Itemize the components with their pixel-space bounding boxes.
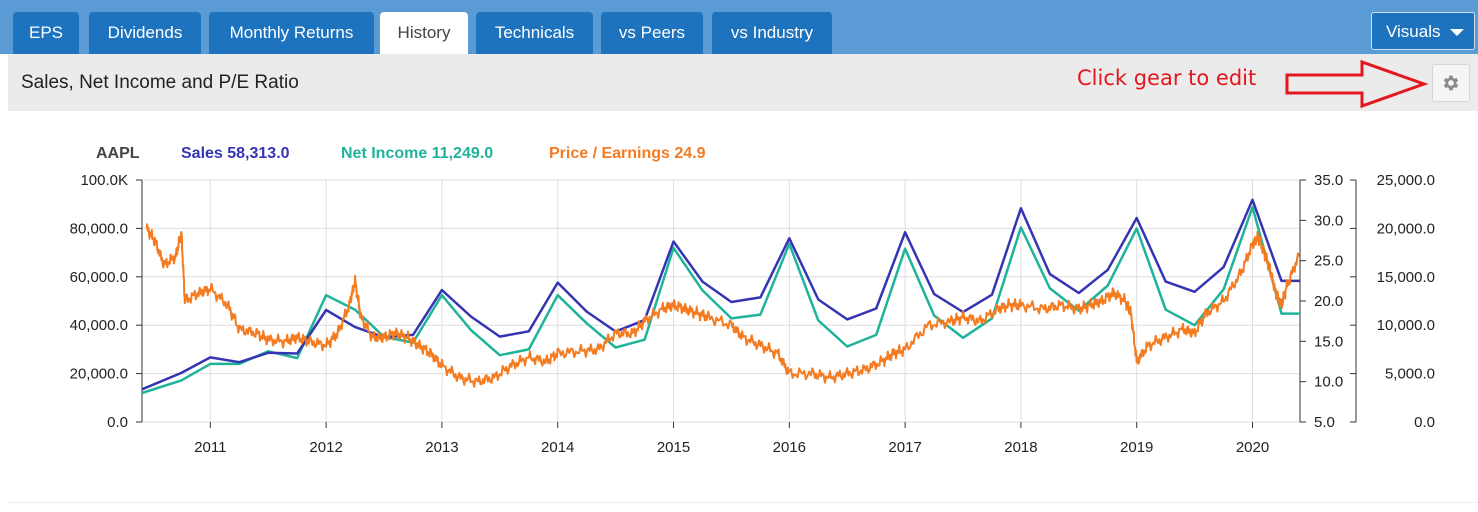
pe-tick-label: 10.0 (1314, 374, 1343, 391)
x-tick-label: 2013 (425, 439, 458, 456)
right-tick-label: 25,000.0 (1377, 172, 1435, 189)
legend-item: Net Income 11,249.0 (341, 145, 493, 162)
edit-hint: Click gear to edit (1077, 66, 1257, 90)
net-income-series-line (141, 205, 1300, 395)
gear-icon (1443, 75, 1459, 91)
tab-dividends[interactable]: Dividends (89, 12, 201, 54)
page-title: Sales, Net Income and P/E Ratio (21, 72, 299, 93)
x-tick-label: 2011 (194, 439, 226, 456)
pe-tick-label: 20.0 (1314, 293, 1343, 310)
x-tick-label: 2018 (1004, 439, 1037, 456)
tab-history[interactable]: History (380, 12, 468, 54)
legend-item: Price / Earnings 24.9 (549, 145, 706, 162)
x-tick-label: 2017 (888, 439, 921, 456)
pe-series-line (145, 223, 1300, 388)
x-tick-label: 2020 (1236, 439, 1269, 456)
x-tick-label: 2016 (773, 439, 806, 456)
x-tick-label: 2014 (541, 439, 574, 456)
tab-vs-industry[interactable]: vs Industry (712, 12, 832, 54)
chart-header: Sales, Net Income and P/E Ratio Click ge… (8, 54, 1478, 111)
pe-tick-label: 25.0 (1314, 253, 1343, 270)
pe-tick-label: 5.0 (1314, 414, 1335, 431)
legend-ticker: AAPL (96, 145, 140, 162)
tab-monthly-returns[interactable]: Monthly Returns (209, 12, 374, 54)
left-tick-label: 0.0 (107, 414, 128, 431)
left-tick-label: 80,000.0 (70, 220, 128, 237)
right-tick-label: 10,000.0 (1377, 317, 1435, 334)
pe-tick-label: 35.0 (1314, 172, 1343, 189)
legend-item: Sales 58,313.0 (181, 145, 290, 162)
tab-vs-peers[interactable]: vs Peers (601, 12, 703, 54)
pe-tick-label: 30.0 (1314, 212, 1343, 229)
tab-eps[interactable]: EPS (13, 12, 79, 54)
left-tick-label: 40,000.0 (70, 317, 128, 334)
left-tick-label: 60,000.0 (70, 269, 128, 286)
right-tick-label: 15,000.0 (1377, 269, 1435, 286)
settings-button[interactable] (1432, 64, 1470, 102)
chevron-down-icon (1450, 29, 1464, 36)
left-tick-label: 20,000.0 (70, 366, 128, 383)
sales-series-line (141, 198, 1300, 391)
pe-tick-label: 15.0 (1314, 333, 1343, 350)
left-tick-label: 100.0K (80, 172, 128, 189)
x-tick-label: 2012 (309, 439, 342, 456)
x-tick-label: 2015 (657, 439, 690, 456)
right-tick-label: 0.0 (1414, 414, 1435, 431)
history-chart: 0.0 20,000.0 40,000.0 60,000.0 80,000.0 100.0… (70, 145, 1435, 456)
x-tick-label: 2019 (1120, 439, 1153, 456)
visuals-label: Visuals (1386, 22, 1441, 41)
tab-technicals[interactable]: Technicals (476, 12, 593, 54)
tab-bar: EPS Dividends Monthly Returns History Te… (0, 0, 1478, 54)
visuals-dropdown[interactable]: Visuals (1371, 12, 1475, 50)
divider (8, 502, 1478, 503)
right-tick-label: 5,000.0 (1385, 366, 1435, 383)
right-arrow-icon (1285, 59, 1429, 109)
right-tick-label: 20,000.0 (1377, 220, 1435, 237)
